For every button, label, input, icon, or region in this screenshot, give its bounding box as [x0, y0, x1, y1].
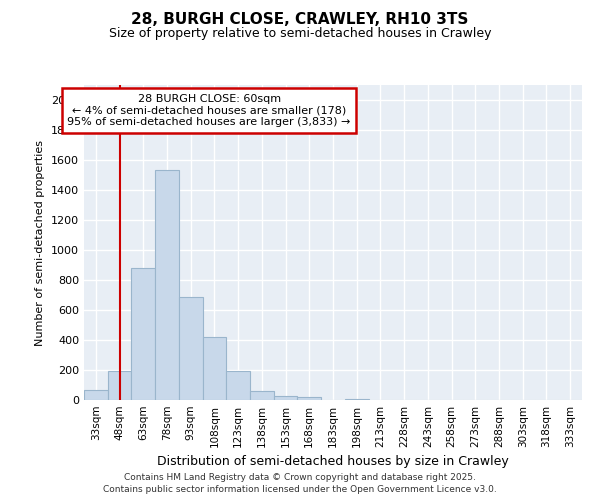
Bar [226, 371, 250, 400]
Bar [203, 337, 226, 400]
Text: Contains HM Land Registry data © Crown copyright and database right 2025.: Contains HM Land Registry data © Crown c… [124, 472, 476, 482]
Bar [250, 391, 274, 400]
Bar [298, 397, 321, 400]
Text: Size of property relative to semi-detached houses in Crawley: Size of property relative to semi-detach… [109, 28, 491, 40]
Bar [108, 371, 131, 400]
Bar [155, 170, 179, 400]
Bar [274, 396, 298, 400]
Y-axis label: Number of semi-detached properties: Number of semi-detached properties [35, 140, 46, 346]
Bar [84, 390, 108, 400]
X-axis label: Distribution of semi-detached houses by size in Crawley: Distribution of semi-detached houses by … [157, 456, 509, 468]
Bar [345, 398, 368, 400]
Text: 28 BURGH CLOSE: 60sqm
← 4% of semi-detached houses are smaller (178)
95% of semi: 28 BURGH CLOSE: 60sqm ← 4% of semi-detac… [67, 94, 351, 127]
Bar [131, 268, 155, 400]
Text: Contains public sector information licensed under the Open Government Licence v3: Contains public sector information licen… [103, 485, 497, 494]
Bar [179, 297, 203, 400]
Text: 28, BURGH CLOSE, CRAWLEY, RH10 3TS: 28, BURGH CLOSE, CRAWLEY, RH10 3TS [131, 12, 469, 28]
